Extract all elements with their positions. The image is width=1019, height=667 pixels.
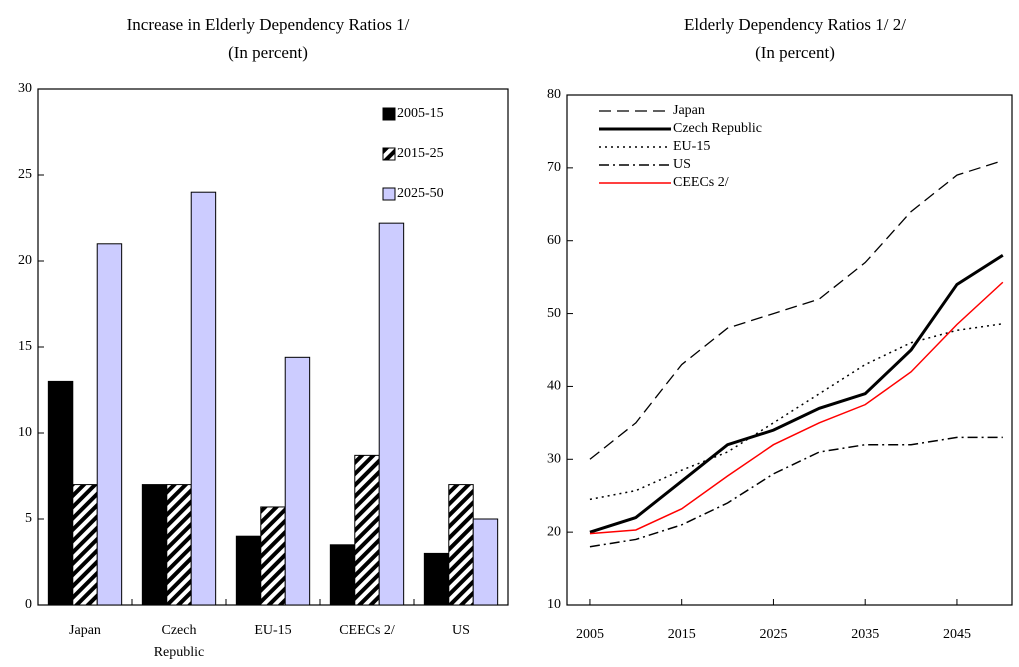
chart-subtitle: (In percent) [228, 43, 308, 62]
bar [190, 191, 217, 606]
legend-label: Japan [673, 103, 705, 118]
legend-swatch [382, 147, 396, 161]
y-tick-label: 50 [547, 306, 561, 321]
legend-label: 2005-15 [397, 106, 444, 121]
x-tick-label: 2025 [759, 627, 787, 642]
legend-label: 2025-50 [397, 186, 444, 201]
bar [47, 380, 74, 606]
bar [235, 535, 262, 606]
y-tick-label: 80 [547, 87, 561, 102]
legend-label: CEECs 2/ [673, 175, 729, 190]
legend-label: US [673, 157, 691, 172]
legend-label: 2015-25 [397, 146, 444, 161]
line [589, 436, 1003, 548]
x-tick-label: 2015 [668, 627, 696, 642]
x-tick-label: 2035 [851, 627, 879, 642]
bar [378, 222, 405, 606]
y-tick-label: 30 [547, 452, 561, 467]
legend-swatch [382, 107, 396, 121]
bar [72, 484, 98, 606]
bar [423, 552, 450, 606]
y-tick-label: 5 [25, 511, 32, 526]
y-tick-label: 20 [18, 253, 32, 268]
y-tick-label: 0 [25, 597, 32, 612]
x-tick-label: 2045 [943, 627, 971, 642]
bar [96, 243, 123, 606]
bar [472, 518, 499, 606]
y-tick-label: 30 [18, 81, 32, 96]
y-tick-label: 10 [547, 597, 561, 612]
y-tick-label: 25 [18, 167, 32, 182]
bar [166, 484, 192, 606]
y-tick-label: 15 [18, 339, 32, 354]
bar [284, 356, 311, 606]
x-tick-label: US [452, 623, 470, 638]
y-tick-label: 70 [547, 160, 561, 175]
line [589, 323, 1003, 501]
bar [141, 484, 168, 606]
line [589, 159, 1004, 460]
bar [329, 544, 356, 606]
y-tick-label: 10 [18, 425, 32, 440]
bar [354, 454, 380, 606]
chart-title: Elderly Dependency Ratios 1/ 2/ [684, 15, 906, 34]
legend-label: EU-15 [673, 139, 710, 154]
y-tick-label: 60 [547, 233, 561, 248]
y-tick-label: 40 [547, 379, 561, 394]
plot-frame [566, 94, 1013, 606]
chart-subtitle: (In percent) [755, 43, 835, 62]
bar [260, 506, 286, 606]
bar [448, 484, 474, 606]
line [589, 254, 1004, 534]
y-tick-label: 20 [547, 524, 561, 539]
x-tick-label: EU-15 [254, 623, 291, 638]
x-tick-label: Japan [69, 623, 101, 638]
legend-label: Czech Republic [673, 121, 762, 136]
legend-swatch [382, 187, 396, 201]
x-tick-label: 2005 [576, 627, 604, 642]
x-tick-label: Czech Republic [154, 623, 205, 660]
x-tick-label: CEECs 2/ [339, 623, 395, 638]
chart-title: Increase in Elderly Dependency Ratios 1/ [127, 15, 410, 34]
line [589, 281, 1004, 535]
